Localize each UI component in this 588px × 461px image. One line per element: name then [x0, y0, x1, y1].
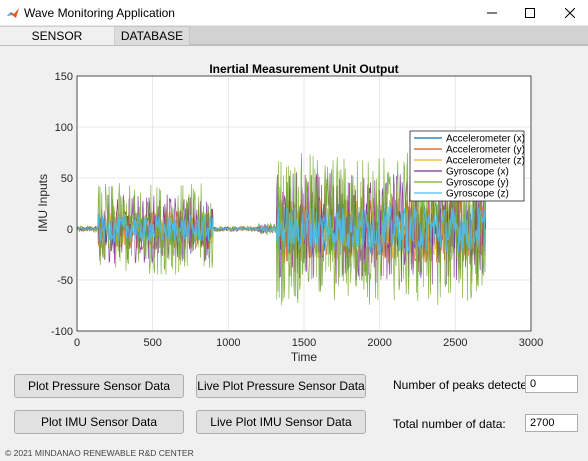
axis-ticks: 0 500 1000 1500 2000 2500 3000 -100 -50 0 50 100 150 — [51, 71, 543, 349]
legend-entry: Gyroscope (y) — [446, 178, 509, 189]
plot-imu-button[interactable]: Plot IMU Sensor Data — [14, 410, 184, 434]
plot-title: Inertial Measurement Unit Output — [209, 62, 398, 76]
total-data-label: Total number of data: — [393, 417, 506, 431]
x-tick-label: 2000 — [367, 337, 391, 349]
tab-sensor-plotting[interactable]: SENSOR PLOTTING — [0, 26, 115, 62]
y-axis-label: IMU Inputs — [36, 174, 50, 232]
y-tick-label: 50 — [61, 173, 73, 185]
legend-box — [409, 130, 525, 202]
legend-entry: Accelerometer (x) — [446, 134, 525, 145]
peaks-label: Number of peaks detected: — [393, 378, 538, 392]
maximize-button[interactable] — [512, 0, 548, 26]
sensor-plotting-panel: Inertial Measurement Unit Output 0 500 100… — [0, 45, 588, 461]
x-tick-label: 0 — [74, 337, 80, 349]
close-button[interactable] — [552, 0, 588, 26]
title-bar: Wave Monitoring Application — [0, 0, 588, 26]
tab-bar: SENSOR PLOTTING DATABASE — [0, 26, 588, 62]
legend-entry: Gyroscope (x) — [446, 167, 509, 178]
series-line — [76, 206, 487, 252]
live-plot-imu-button[interactable]: Live Plot IMU Sensor Data — [196, 410, 366, 434]
x-tick-label: 2500 — [443, 337, 467, 349]
x-tick-label: 3000 — [519, 337, 543, 349]
maximize-icon — [525, 8, 535, 18]
y-tick-label: 150 — [55, 71, 73, 83]
minimize-button[interactable] — [474, 0, 510, 26]
legend-entry: Gyroscope (z) — [446, 189, 509, 200]
legend: Accelerometer (x)Accelerometer (y)Accele… — [409, 130, 525, 202]
footer-copyright: © 2021 MINDANAO RENEWABLE R&D CENTER — [5, 448, 194, 458]
legend-entry: Accelerometer (y) — [446, 145, 525, 156]
peaks-field[interactable]: 0 — [525, 375, 578, 393]
live-plot-pressure-button[interactable]: Live Plot Pressure Sensor Data — [196, 374, 366, 398]
tab-bar-filler — [190, 26, 588, 45]
imu-plot[interactable]: Inertial Measurement Unit Output 0 500 100… — [0, 46, 588, 371]
plot-pressure-button[interactable]: Plot Pressure Sensor Data — [14, 374, 184, 398]
close-icon — [565, 8, 575, 18]
y-tick-label: 100 — [55, 122, 73, 134]
series-line — [76, 152, 486, 306]
y-tick-label: 0 — [67, 224, 73, 236]
x-axis-label: Time — [291, 350, 318, 364]
x-tick-label: 500 — [143, 337, 161, 349]
axes-frame — [76, 75, 532, 332]
x-tick-label: 1000 — [216, 337, 240, 349]
y-tick-label: -50 — [57, 275, 73, 287]
x-tick-label: 1500 — [292, 337, 316, 349]
total-data-field[interactable]: 2700 — [525, 414, 578, 432]
minimize-icon — [487, 12, 497, 14]
window-title: Wave Monitoring Application — [24, 6, 175, 20]
y-tick-label: -100 — [51, 326, 73, 338]
legend-entry: Accelerometer (z) — [446, 156, 525, 167]
tab-database[interactable]: DATABASE — [115, 26, 190, 45]
matlab-icon — [6, 6, 20, 20]
